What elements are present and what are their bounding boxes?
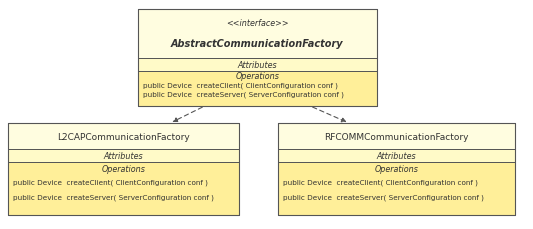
- Bar: [8, 162, 239, 215]
- Bar: [8, 124, 239, 149]
- Text: Operations: Operations: [102, 164, 146, 173]
- Text: public Device  createServer( ServerConfiguration conf ): public Device createServer( ServerConfig…: [143, 91, 344, 98]
- Text: public Device  createClient( ClientConfiguration conf ): public Device createClient( ClientConfig…: [143, 82, 338, 88]
- Bar: [278, 149, 515, 162]
- Text: public Device  createClient( ClientConfiguration conf ): public Device createClient( ClientConfig…: [284, 179, 478, 185]
- Bar: [8, 149, 239, 162]
- Text: public Device  createServer( ServerConfiguration conf ): public Device createServer( ServerConfig…: [284, 194, 484, 200]
- Bar: [8, 124, 239, 215]
- Text: <<interface>>: <<interface>>: [226, 19, 289, 28]
- Bar: [138, 58, 377, 72]
- Text: L2CAPCommunicationFactory: L2CAPCommunicationFactory: [57, 132, 190, 141]
- Text: public Device  createServer( ServerConfiguration conf ): public Device createServer( ServerConfig…: [13, 194, 214, 200]
- Text: RFCOMMCommunicationFactory: RFCOMMCommunicationFactory: [324, 132, 469, 141]
- Bar: [278, 162, 515, 215]
- Text: public Device  createClient( ClientConfiguration conf ): public Device createClient( ClientConfig…: [13, 179, 208, 185]
- Text: Attributes: Attributes: [377, 151, 416, 160]
- Bar: [138, 10, 377, 106]
- Bar: [138, 10, 377, 58]
- Bar: [278, 124, 515, 149]
- Text: Attributes: Attributes: [104, 151, 143, 160]
- Text: Operations: Operations: [375, 164, 418, 173]
- Text: Operations: Operations: [236, 71, 279, 81]
- Text: Attributes: Attributes: [238, 61, 277, 70]
- Text: AbstractCommunicationFactory: AbstractCommunicationFactory: [171, 39, 344, 49]
- Bar: [278, 124, 515, 215]
- Bar: [138, 72, 377, 106]
